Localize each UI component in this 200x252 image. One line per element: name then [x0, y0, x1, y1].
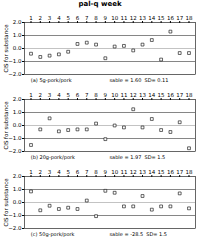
- svg-text:2.0: 2.0: [13, 173, 22, 179]
- svg-text:8: 8: [94, 169, 98, 175]
- svg-text:−1.0: −1.0: [8, 212, 22, 218]
- svg-text:2: 2: [39, 169, 43, 175]
- svg-text:−2.0: −2.0: [8, 148, 22, 154]
- svg-text:3: 3: [48, 92, 52, 98]
- svg-text:7: 7: [85, 169, 89, 175]
- svg-text:7: 7: [85, 92, 89, 98]
- svg-text:15: 15: [158, 169, 165, 175]
- svg-text:−1.0: −1.0: [8, 58, 22, 64]
- svg-text:10: 10: [111, 169, 118, 175]
- svg-text:17: 17: [176, 169, 183, 175]
- html-text:sable = 1.97 SD= 1.5: sable = 1.97 SD= 1.5: [109, 154, 166, 160]
- svg-text:17: 17: [176, 92, 183, 98]
- svg-text:5: 5: [66, 92, 70, 98]
- svg-text:CIS for substance: CIS for substance: [3, 101, 9, 150]
- svg-text:5: 5: [66, 169, 70, 175]
- svg-text:18: 18: [185, 92, 192, 98]
- svg-text:2: 2: [39, 92, 43, 98]
- html-text:sable = 1.60 SD= 0.11: sable = 1.60 SD= 0.11: [109, 77, 169, 83]
- html-text:(c) 50g-pork/pork: (c) 50g-pork/pork: [30, 231, 75, 237]
- svg-text:3: 3: [48, 169, 52, 175]
- svg-text:1.0: 1.0: [13, 109, 22, 115]
- svg-text:9: 9: [104, 15, 108, 21]
- svg-text:12: 12: [130, 169, 137, 175]
- svg-text:16: 16: [167, 15, 174, 21]
- svg-text:1: 1: [29, 169, 32, 175]
- svg-text:1.0: 1.0: [13, 32, 22, 38]
- svg-text:18: 18: [185, 15, 192, 21]
- svg-text:6: 6: [76, 169, 80, 175]
- svg-text:11: 11: [120, 169, 127, 175]
- svg-text:7: 7: [85, 15, 89, 21]
- svg-text:12: 12: [130, 92, 137, 98]
- svg-text:14: 14: [148, 92, 155, 98]
- svg-text:−1.0: −1.0: [8, 135, 22, 141]
- svg-text:16: 16: [167, 169, 174, 175]
- svg-text:4: 4: [57, 92, 61, 98]
- svg-text:CIS for substance: CIS for substance: [3, 24, 9, 73]
- svg-text:1.0: 1.0: [13, 186, 22, 192]
- svg-text:16: 16: [167, 92, 174, 98]
- svg-text:11: 11: [120, 92, 127, 98]
- html-text:(b) 20g-pork/pork: (b) 20g-pork/pork: [30, 154, 75, 160]
- svg-text:4: 4: [57, 15, 61, 21]
- svg-text:14: 14: [148, 15, 155, 21]
- html-text:pal-q week: pal-q week: [78, 0, 122, 8]
- svg-text:13: 13: [139, 169, 146, 175]
- svg-text:0.0: 0.0: [13, 122, 22, 128]
- svg-text:18: 18: [185, 169, 192, 175]
- html-text:(a) 5g-pork/pork: (a) 5g-pork/pork: [30, 77, 72, 83]
- svg-text:17: 17: [176, 15, 183, 21]
- svg-text:1: 1: [29, 92, 32, 98]
- svg-text:3: 3: [48, 15, 52, 21]
- svg-text:10: 10: [111, 15, 118, 21]
- svg-text:−2.0: −2.0: [8, 225, 22, 231]
- svg-text:0.0: 0.0: [13, 45, 22, 51]
- svg-text:11: 11: [120, 15, 127, 21]
- svg-text:2.0: 2.0: [13, 19, 22, 25]
- svg-text:1: 1: [29, 15, 32, 21]
- html-text:sable = -28.5 SD= 1.5: sable = -28.5 SD= 1.5: [109, 231, 167, 237]
- svg-text:5: 5: [66, 15, 70, 21]
- svg-text:8: 8: [94, 15, 98, 21]
- svg-text:CIS for substance: CIS for substance: [3, 178, 9, 227]
- svg-text:4: 4: [57, 169, 61, 175]
- svg-text:2.0: 2.0: [13, 96, 22, 102]
- svg-text:0.0: 0.0: [13, 199, 22, 205]
- svg-text:13: 13: [139, 92, 146, 98]
- svg-text:15: 15: [158, 15, 165, 21]
- svg-text:−2.0: −2.0: [8, 71, 22, 77]
- svg-text:8: 8: [94, 92, 98, 98]
- svg-text:13: 13: [139, 15, 146, 21]
- svg-text:10: 10: [111, 92, 118, 98]
- svg-text:9: 9: [104, 92, 108, 98]
- svg-text:6: 6: [76, 92, 80, 98]
- svg-text:9: 9: [104, 169, 108, 175]
- svg-text:12: 12: [130, 15, 137, 21]
- svg-text:6: 6: [76, 15, 80, 21]
- svg-text:2: 2: [39, 15, 43, 21]
- svg-text:14: 14: [148, 169, 155, 175]
- svg-text:15: 15: [158, 92, 165, 98]
